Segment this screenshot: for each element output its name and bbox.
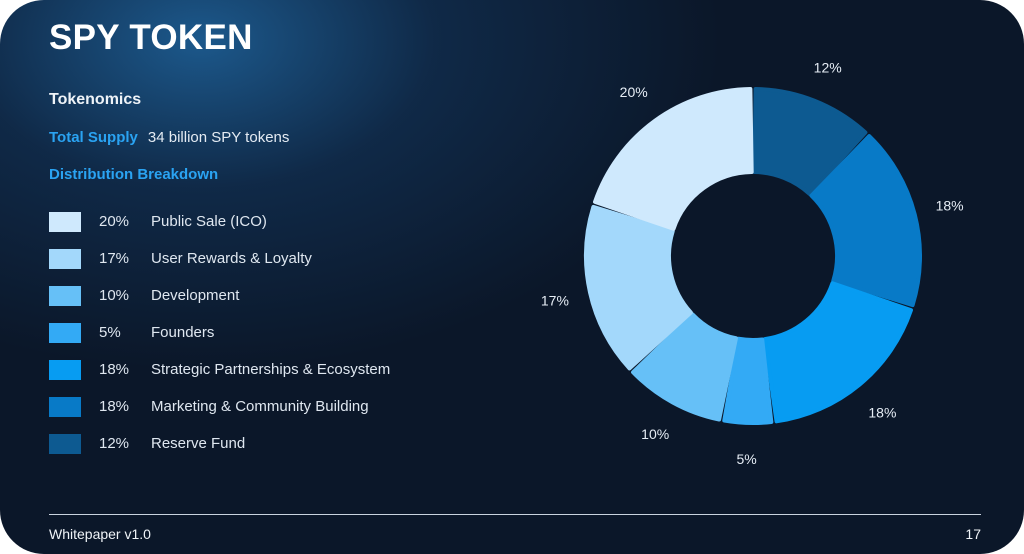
legend-label: User Rewards & Loyalty: [151, 250, 312, 267]
total-supply-row: Total Supply 34 billion SPY tokens: [49, 129, 289, 146]
footer-doc-version: Whitepaper v1.0: [49, 526, 151, 542]
total-supply-value: 34 billion SPY tokens: [147, 129, 290, 146]
slice-percent-label: 20%: [620, 84, 648, 100]
slice-percent-label: 10%: [641, 426, 669, 442]
legend-swatch: [49, 249, 81, 269]
legend-percent: 12%: [99, 435, 130, 452]
donut-slice: [722, 336, 774, 425]
legend-percent: 17%: [99, 250, 130, 267]
legend-label: Strategic Partnerships & Ecosystem: [151, 361, 391, 378]
legend-label: Reserve Fund: [151, 435, 246, 452]
slice-percent-label: 12%: [814, 59, 842, 75]
legend-swatch: [49, 360, 81, 380]
legend-swatch: [49, 397, 81, 417]
legend-item: 5% Founders: [49, 323, 469, 343]
legend-label: Public Sale (ICO): [151, 213, 267, 230]
page-title: SPY TOKEN: [49, 18, 253, 57]
section-heading: Tokenomics: [49, 91, 142, 108]
slice-percent-label: 18%: [868, 404, 896, 420]
distribution-heading: Distribution Breakdown: [49, 166, 219, 183]
legend-item: 12% Reserve Fund: [49, 434, 469, 454]
legend-percent: 18%: [99, 361, 130, 378]
donut-slice: [631, 312, 738, 422]
donut-slice: [762, 281, 913, 424]
legend-label: Development: [151, 287, 240, 304]
slice-percent-label: 18%: [936, 198, 964, 214]
legend-swatch: [49, 434, 81, 454]
legend-item: 18% Marketing & Community Building: [49, 397, 469, 417]
donut-slice: [809, 134, 922, 308]
legend-percent: 18%: [99, 398, 130, 415]
footer-page-number: 17: [965, 526, 981, 542]
legend-percent: 20%: [99, 213, 130, 230]
legend-item: 10% Development: [49, 286, 469, 306]
legend-item: 18% Strategic Partnerships & Ecosystem: [49, 360, 469, 380]
legend-item: 17% User Rewards & Loyalty: [49, 249, 469, 269]
legend-swatch: [49, 286, 81, 306]
legend-percent: 10%: [99, 287, 130, 304]
footer-divider: [49, 514, 981, 515]
donut-slice: [584, 204, 693, 371]
slice-percent-label: 17%: [541, 292, 569, 308]
donut-slice: [593, 87, 754, 231]
total-supply-label: Total Supply: [49, 129, 138, 146]
legend-item: 20% Public Sale (ICO): [49, 212, 469, 232]
legend-label: Founders: [151, 324, 215, 341]
legend-label: Marketing & Community Building: [151, 398, 369, 415]
slice-percent-label: 5%: [736, 451, 756, 467]
legend-swatch: [49, 323, 81, 343]
donut-slice: [752, 87, 868, 196]
legend-percent: 5%: [99, 324, 121, 341]
legend-swatch: [49, 212, 81, 232]
